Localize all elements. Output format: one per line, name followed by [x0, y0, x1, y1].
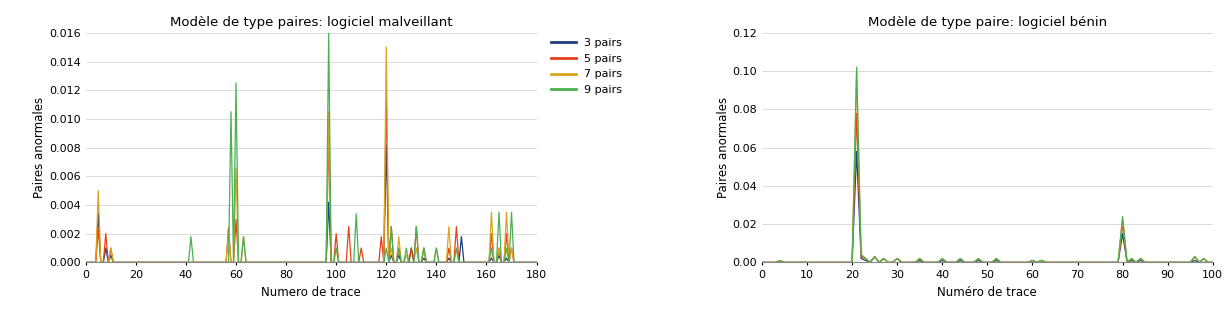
Line: 9 pairs: 9 pairs: [86, 33, 537, 262]
3 pairs: [755, 260, 769, 264]
9 pairs: [1098, 260, 1112, 264]
5 pairs: [849, 111, 864, 115]
3 pairs: [294, 260, 309, 264]
7 pairs: [1029, 260, 1044, 264]
9 pairs: [529, 260, 544, 264]
3 pairs: [786, 260, 801, 264]
3 pairs: [872, 260, 887, 264]
5 pairs: [78, 260, 93, 264]
5 pairs: [1205, 260, 1220, 264]
7 pairs: [454, 260, 469, 264]
9 pairs: [454, 260, 469, 264]
3 pairs: [146, 260, 160, 264]
7 pairs: [872, 260, 887, 264]
X-axis label: Numéro de trace: Numéro de trace: [937, 286, 1038, 298]
7 pairs: [1074, 260, 1089, 264]
5 pairs: [203, 260, 218, 264]
Legend: 3 pairs, 5 pairs, 7 pairs, 9 pairs: 3 pairs, 5 pairs, 7 pairs, 9 pairs: [551, 38, 622, 95]
5 pairs: [1029, 260, 1044, 264]
9 pairs: [203, 260, 218, 264]
9 pairs: [116, 260, 131, 264]
7 pairs: [78, 260, 93, 264]
3 pairs: [529, 260, 544, 264]
9 pairs: [146, 260, 160, 264]
9 pairs: [755, 260, 769, 264]
Line: 3 pairs: 3 pairs: [86, 145, 537, 262]
Title: Modèle de type paires: logiciel malveillant: Modèle de type paires: logiciel malveill…: [170, 16, 452, 29]
5 pairs: [294, 260, 309, 264]
3 pairs: [1074, 260, 1089, 264]
5 pairs: [146, 260, 160, 264]
3 pairs: [116, 260, 131, 264]
3 pairs: [203, 260, 218, 264]
9 pairs: [872, 260, 887, 264]
7 pairs: [1205, 260, 1220, 264]
7 pairs: [146, 260, 160, 264]
5 pairs: [755, 260, 769, 264]
9 pairs: [78, 260, 93, 264]
7 pairs: [755, 260, 769, 264]
5 pairs: [454, 260, 469, 264]
9 pairs: [849, 65, 864, 69]
9 pairs: [1029, 260, 1044, 264]
Line: 9 pairs: 9 pairs: [762, 67, 1213, 262]
3 pairs: [849, 150, 864, 154]
X-axis label: Numero de trace: Numero de trace: [261, 286, 361, 298]
Line: 7 pairs: 7 pairs: [86, 47, 537, 262]
7 pairs: [294, 260, 309, 264]
Y-axis label: Paires anormales: Paires anormales: [33, 97, 47, 198]
9 pairs: [296, 260, 311, 264]
Y-axis label: Paires anormales: Paires anormales: [717, 97, 730, 198]
7 pairs: [786, 260, 801, 264]
9 pairs: [321, 31, 336, 35]
5 pairs: [1074, 260, 1089, 264]
7 pairs: [849, 69, 864, 73]
3 pairs: [379, 143, 393, 147]
3 pairs: [967, 260, 981, 264]
Title: Modèle de type paire: logiciel bénin: Modèle de type paire: logiciel bénin: [867, 16, 1107, 29]
7 pairs: [529, 260, 544, 264]
Line: 5 pairs: 5 pairs: [86, 93, 537, 262]
9 pairs: [294, 260, 309, 264]
Line: 7 pairs: 7 pairs: [762, 71, 1213, 262]
Line: 5 pairs: 5 pairs: [762, 113, 1213, 262]
9 pairs: [967, 260, 981, 264]
9 pairs: [1205, 260, 1220, 264]
3 pairs: [454, 235, 469, 238]
9 pairs: [786, 260, 801, 264]
7 pairs: [296, 260, 311, 264]
3 pairs: [78, 260, 93, 264]
7 pairs: [203, 260, 218, 264]
5 pairs: [786, 260, 801, 264]
5 pairs: [872, 260, 887, 264]
5 pairs: [1098, 260, 1112, 264]
7 pairs: [1098, 260, 1112, 264]
5 pairs: [529, 260, 544, 264]
Line: 3 pairs: 3 pairs: [762, 152, 1213, 262]
7 pairs: [116, 260, 131, 264]
3 pairs: [1098, 260, 1112, 264]
3 pairs: [1029, 260, 1044, 264]
9 pairs: [1074, 260, 1089, 264]
3 pairs: [296, 260, 311, 264]
5 pairs: [967, 260, 981, 264]
5 pairs: [116, 260, 131, 264]
3 pairs: [1205, 260, 1220, 264]
7 pairs: [967, 260, 981, 264]
5 pairs: [296, 260, 311, 264]
7 pairs: [379, 45, 393, 49]
5 pairs: [379, 91, 393, 95]
